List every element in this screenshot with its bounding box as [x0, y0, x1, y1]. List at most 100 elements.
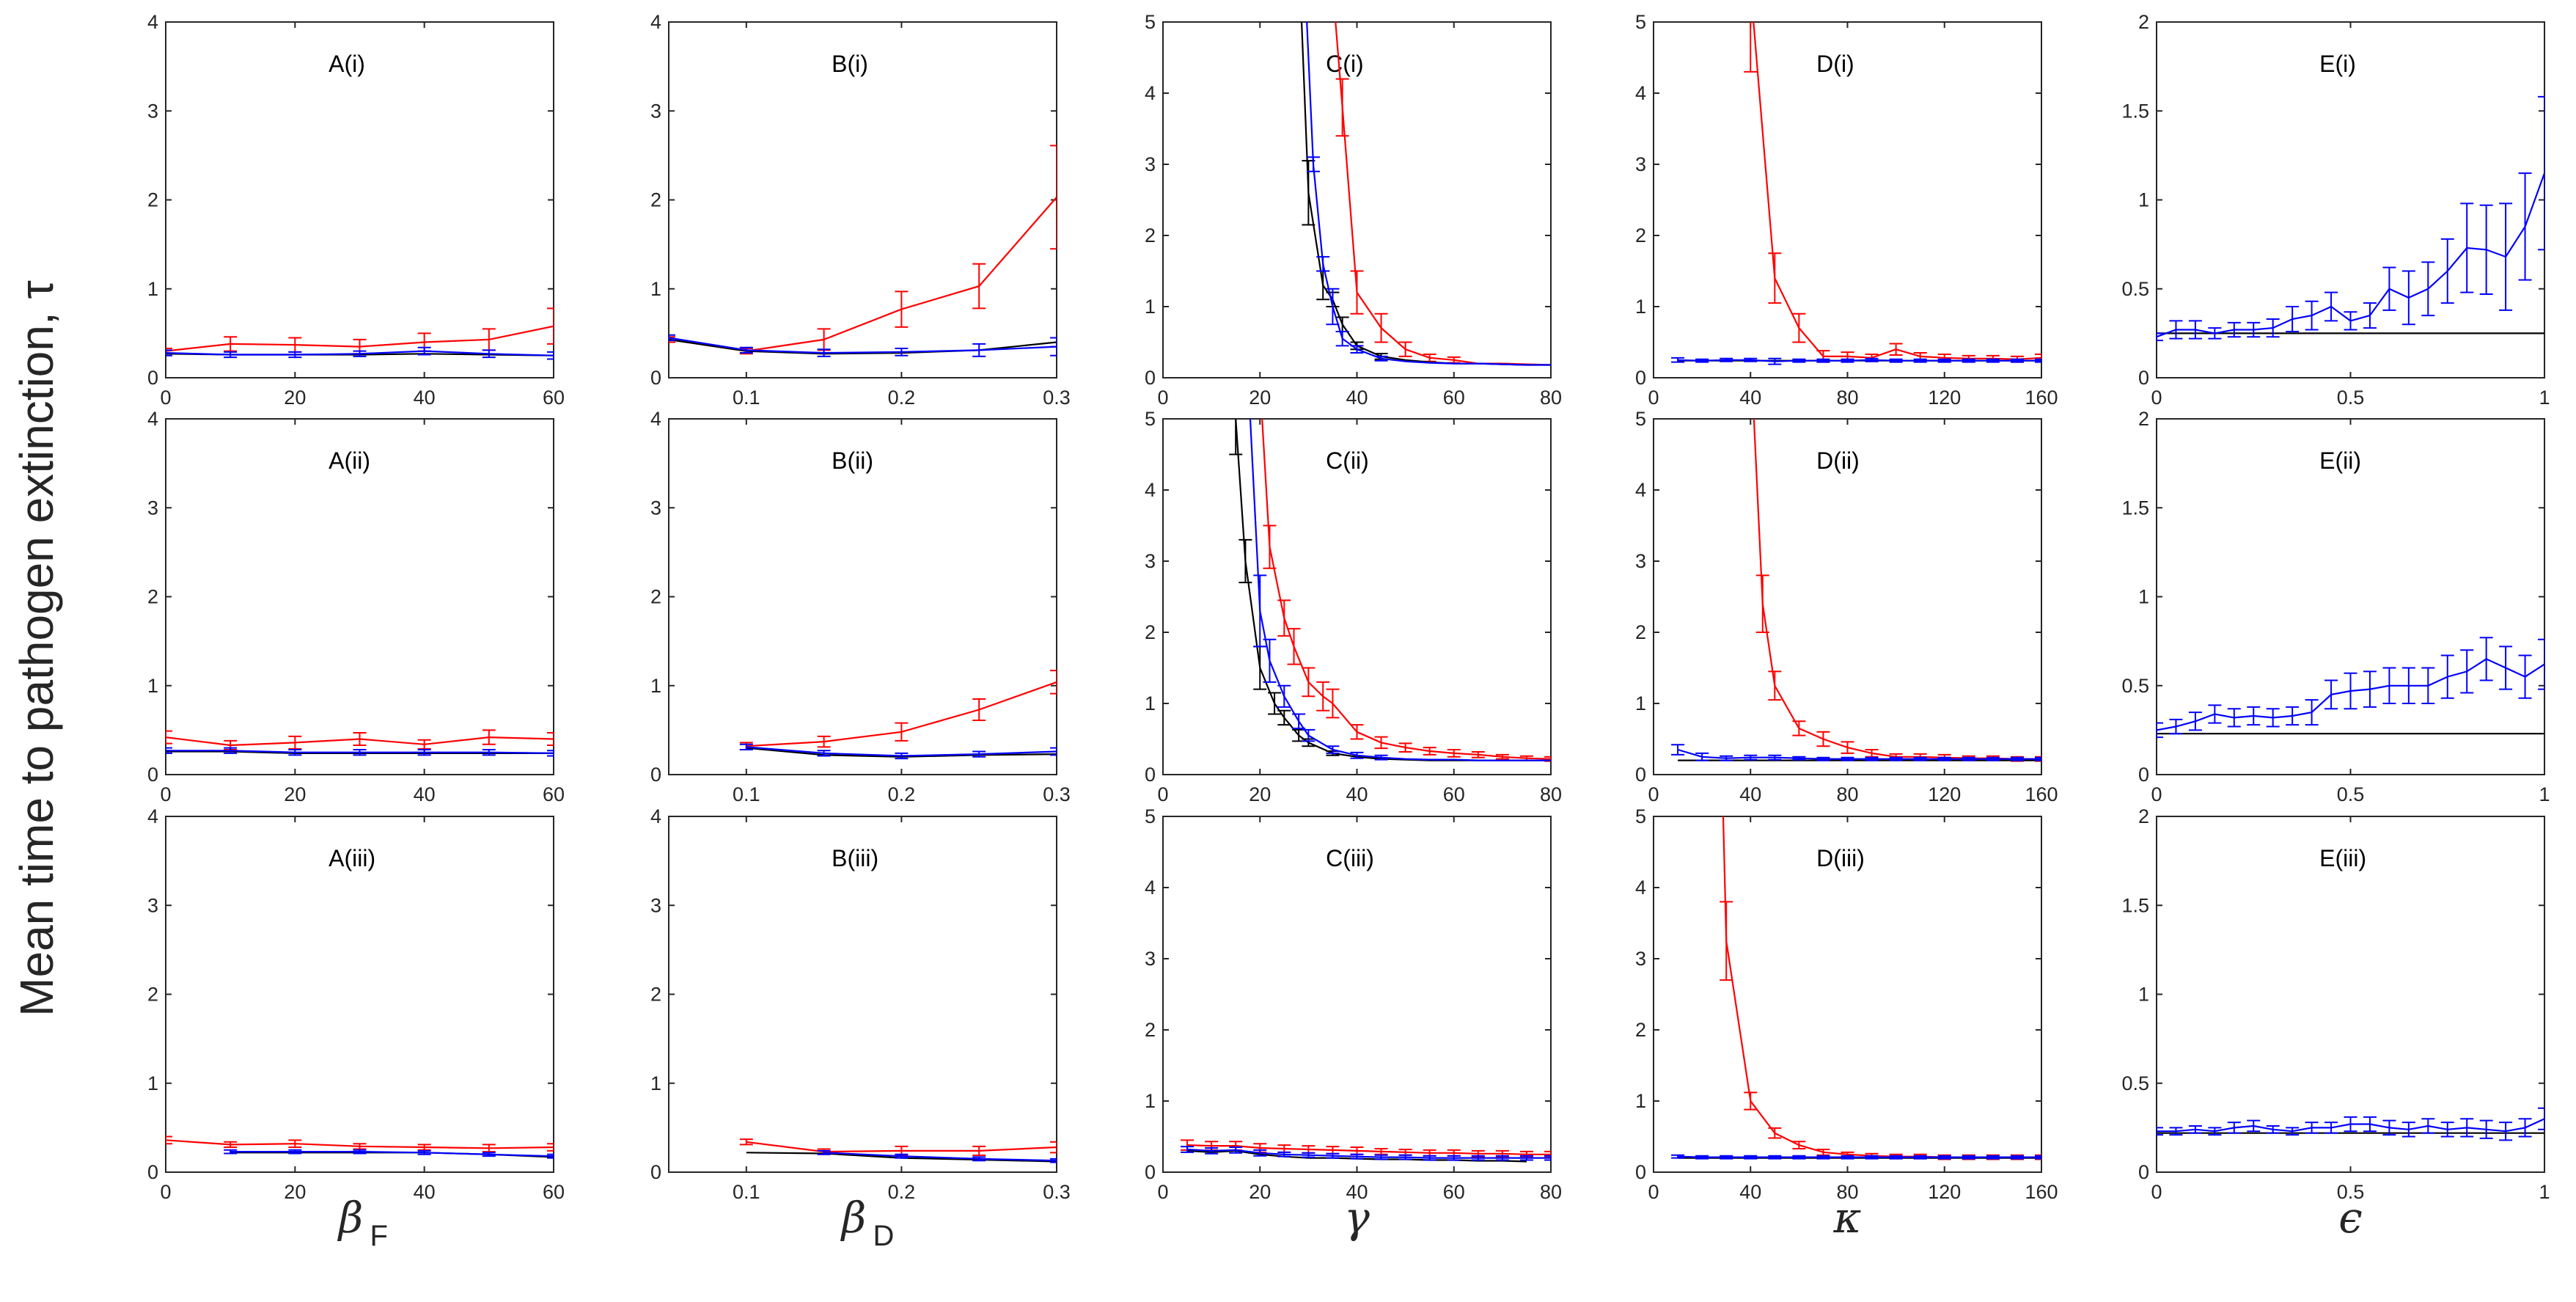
y-tick-label: 3: [1635, 948, 1646, 970]
x-tick-label: 1: [2539, 1181, 2550, 1203]
x-tick-label: 0: [1157, 783, 1168, 805]
y-tick-label: 4: [1145, 877, 1156, 899]
x-tick-label: 40: [1346, 1181, 1368, 1203]
x-tick-label: 80: [1836, 783, 1858, 805]
panel-eiii: 0 0.5 1 1.5 2 0 0.5 1 E(iii): [2121, 805, 2550, 1203]
y-tick-label: 2: [147, 189, 158, 211]
y-tick-label: 0: [2138, 1161, 2149, 1183]
x-tick-label: 0.3: [1043, 783, 1071, 805]
x-tick-label: 0: [2151, 1181, 2162, 1203]
x-tick-label: 0: [1648, 783, 1659, 805]
y-tick-label: 5: [1145, 408, 1156, 430]
panel-ciii: 0 1 2 3 4 5 0 20 40 60 80 C(iii): [1145, 805, 1562, 1203]
series-group: [739, 1138, 1057, 1163]
panel-label: B(i): [832, 51, 868, 77]
x-tick-label: 0: [1157, 1181, 1168, 1203]
x-tick-label: 80: [1540, 1181, 1562, 1203]
series-group: [669, 145, 1057, 357]
x-tick-label: 0: [1648, 387, 1659, 409]
y-tick-label: 1: [147, 278, 158, 300]
y-tick-label: 0: [1145, 367, 1156, 389]
series-group: [166, 307, 554, 360]
series-line-blue: [1187, 1148, 1551, 1159]
y-tick-label: 1: [1635, 296, 1646, 318]
panel-label: C(i): [1326, 51, 1364, 77]
y-tick-label: 1.5: [2121, 497, 2149, 519]
y-tick-label: 1.5: [2121, 100, 2149, 122]
panel-label: E(iii): [2319, 845, 2366, 871]
panel-di: 0 1 2 3 4 5 0 40 80 120 160 D(i): [1635, 11, 2058, 409]
panel-ei: 0 0.5 1 1.5 2 0 0.5 1 E(i): [2121, 11, 2550, 409]
panel-dii: 0 1 2 3 4 5 0 40 80 120 160 D(ii): [1635, 408, 2058, 805]
y-tick-label: 1: [147, 1072, 158, 1094]
x-tick-label: 60: [1443, 387, 1465, 409]
x-tick-label: 120: [1928, 1181, 1961, 1203]
series-group: [2157, 637, 2544, 739]
panel-bi: 0 1 2 3 4 0.1 0.2 0.3 B(i): [650, 11, 1071, 409]
y-tick-label: 0: [147, 1161, 158, 1183]
series-group: [1671, 22, 2041, 365]
y-tick-label: 2: [2138, 408, 2149, 430]
y-tick-label: 4: [1145, 82, 1156, 104]
y-tick-label: 3: [1145, 153, 1156, 175]
series-line-blue: [669, 337, 1057, 354]
y-tick-label: 0: [1145, 764, 1156, 786]
x-tick-label: 0.3: [1043, 387, 1071, 409]
x-tick-label: 0.2: [888, 1181, 916, 1203]
series-line-red: [1187, 1144, 1551, 1155]
x-axis-label-b: β: [840, 1193, 867, 1243]
y-tick-label: 4: [1635, 877, 1646, 899]
y-tick-label: 2: [1635, 224, 1646, 246]
y-tick-label: 2: [650, 984, 661, 1006]
y-tick-label: 3: [147, 497, 158, 519]
y-tick-label: 0: [2138, 367, 2149, 389]
y-tick-label: 0: [650, 764, 661, 786]
series-group: [1671, 419, 2041, 762]
x-tick-label: 80: [1836, 1181, 1858, 1203]
x-tick-label: 0.2: [888, 387, 916, 409]
panel-label: D(i): [1816, 51, 1854, 77]
x-tick-label: 40: [414, 1181, 436, 1203]
panel-label: A(iii): [329, 845, 375, 871]
y-tick-label: 2: [147, 984, 158, 1006]
y-tick-label: 0.5: [2121, 675, 2149, 697]
y-tick-label: 4: [650, 805, 661, 827]
y-tick-label: 5: [1635, 11, 1646, 33]
y-tick-label: 5: [1635, 805, 1646, 827]
series-line-black: [1235, 419, 1551, 761]
y-tick-label: 4: [1635, 479, 1646, 501]
y-tick-label: 0.5: [2121, 1072, 2149, 1094]
x-tick-label: 0: [2151, 783, 2162, 805]
x-tick-label: 160: [2025, 783, 2058, 805]
y-tick-label: 1: [650, 675, 661, 697]
panel-bii: 0 1 2 3 4 0.1 0.2 0.3 B(ii): [650, 408, 1071, 805]
series-group: [739, 670, 1057, 760]
panel-label: C(ii): [1326, 447, 1369, 474]
x-tick-label: 60: [1443, 783, 1465, 805]
y-tick-label: 3: [1635, 153, 1646, 175]
x-tick-label: 80: [1540, 387, 1562, 409]
x-tick-label: 0.5: [2337, 1181, 2365, 1203]
y-tick-label: 0: [1145, 1161, 1156, 1183]
series-group: [166, 1135, 554, 1159]
series-group: [1181, 1139, 1551, 1163]
y-tick-label: 3: [650, 100, 661, 122]
y-tick-label: 0: [147, 367, 158, 389]
panel-label: D(iii): [1816, 845, 1865, 871]
y-tick-label: 1: [1145, 692, 1156, 714]
y-tick-label: 1: [2138, 586, 2149, 608]
series-line-red: [669, 197, 1057, 352]
x-tick-label: 120: [1928, 387, 1961, 409]
y-tick-label: 4: [1145, 479, 1156, 501]
series-group: [1229, 419, 1551, 762]
x-tick-label: 0: [1648, 1181, 1659, 1203]
y-tick-label: 1: [650, 1072, 661, 1094]
y-tick-label: 1: [1635, 1090, 1646, 1112]
x-tick-label: 80: [1540, 783, 1562, 805]
y-tick-label: 5: [1635, 408, 1646, 430]
x-tick-label: 40: [1739, 783, 1761, 805]
x-tick-label: 40: [1739, 1181, 1761, 1203]
x-tick-label: 1: [2539, 783, 2550, 805]
